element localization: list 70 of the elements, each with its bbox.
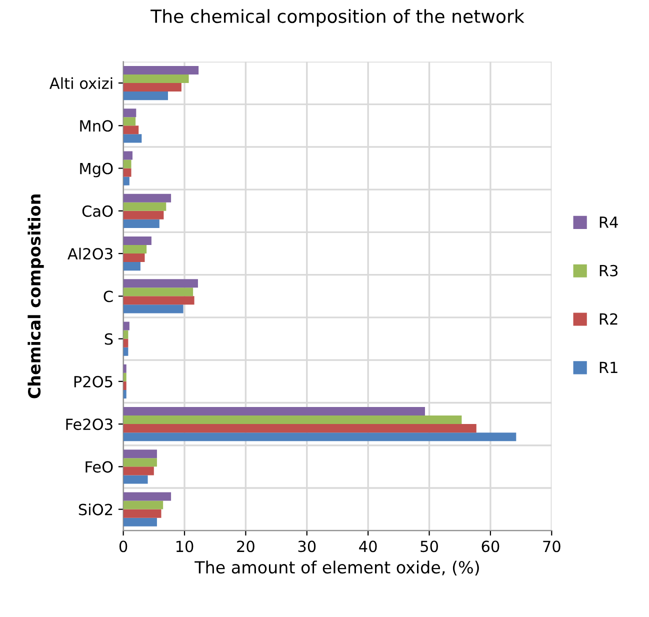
bar	[123, 108, 136, 118]
bar	[123, 518, 157, 526]
chart-title: The chemical composition of the network	[150, 9, 524, 27]
bar	[123, 322, 130, 330]
y-axis-title: Chemical composition	[28, 194, 44, 398]
x-tick-label: 0	[119, 540, 128, 552]
legend-label: R1	[600, 362, 618, 373]
bar	[123, 364, 126, 373]
bar	[123, 304, 184, 314]
bar	[123, 74, 189, 84]
bar	[123, 126, 139, 134]
y-tick-label: MnO	[80, 120, 113, 132]
x-tick-label: 20	[237, 540, 254, 552]
bar	[123, 372, 126, 382]
bar	[123, 151, 132, 160]
x-tick-label: 40	[359, 540, 377, 552]
y-tick-label: SiO2	[78, 504, 112, 516]
legend-label: R2	[600, 313, 618, 325]
bar	[123, 219, 160, 228]
bar	[123, 66, 199, 74]
y-tick-label: Fe2O3	[66, 418, 112, 430]
legend-label: R4	[600, 216, 618, 228]
bar	[123, 416, 462, 424]
bar	[123, 338, 128, 348]
bar	[123, 330, 128, 339]
bar	[123, 450, 157, 458]
bar	[123, 254, 145, 262]
x-tick-label: 50	[420, 540, 438, 552]
bar	[123, 432, 516, 442]
bar	[123, 406, 425, 416]
bar	[123, 176, 130, 186]
bar	[123, 210, 164, 220]
y-tick-label: FeO	[86, 461, 113, 473]
y-tick-label: MgO	[80, 162, 113, 178]
y-tick-label: P2O5	[74, 376, 112, 388]
bar	[123, 424, 476, 433]
x-tick-label: 70	[543, 540, 560, 552]
bar	[123, 262, 140, 271]
bar	[123, 83, 182, 92]
bar	[123, 245, 147, 254]
bar	[123, 288, 194, 296]
bar	[123, 194, 172, 202]
bar	[123, 279, 198, 288]
y-tick-label: Alti oxizi	[50, 77, 112, 90]
bar	[123, 134, 142, 143]
x-tick-label: 10	[176, 540, 194, 552]
bar	[123, 160, 132, 168]
bar	[123, 92, 168, 100]
bar	[123, 492, 172, 501]
bar	[123, 509, 162, 518]
bar	[123, 347, 128, 356]
bar	[123, 381, 126, 390]
bar	[123, 236, 152, 246]
x-axis-title: The amount of element oxide, (%)	[194, 560, 479, 576]
bar	[123, 390, 126, 398]
bar	[123, 168, 132, 177]
bar	[123, 500, 164, 510]
y-tick-label: S	[104, 333, 113, 345]
bar	[123, 296, 194, 305]
bar	[123, 458, 157, 467]
bar	[123, 117, 136, 126]
legend-label: R3	[600, 264, 618, 276]
bar	[123, 475, 148, 484]
y-tick-label: CaO	[82, 205, 113, 217]
bar	[123, 202, 166, 211]
y-tick-label: C	[104, 290, 113, 302]
y-tick-label: Al2O3	[68, 248, 112, 260]
bar	[123, 466, 154, 476]
x-tick-label: 30	[298, 540, 316, 552]
x-tick-label: 60	[482, 540, 500, 552]
